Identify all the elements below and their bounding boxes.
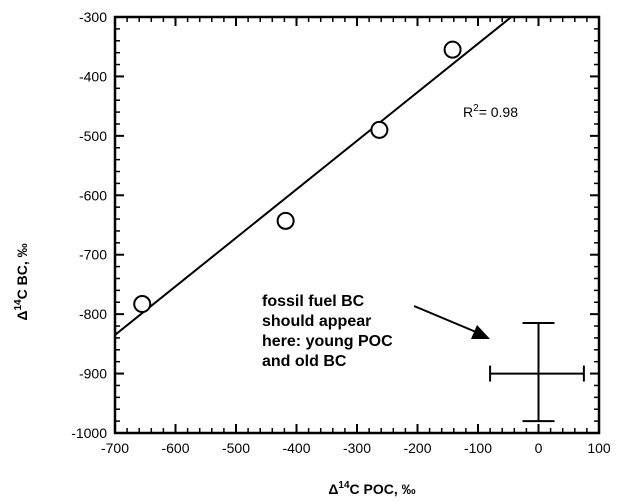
x-tick-label: -400 [282, 440, 310, 456]
annotation-line-2: should appear [262, 313, 371, 330]
tick-labels: -700 -600 -500 -400 -300 -200 -100 0 100-300-400… [71, 9, 611, 456]
y-axis-label: Δ14C BC, ‰ [13, 243, 30, 320]
axis-ticks [114, 16, 600, 434]
y-tick-label: -500 [79, 128, 107, 144]
y-tick-label: -400 [79, 68, 107, 84]
data-point [276, 211, 295, 230]
y-tick-label: -900 [79, 366, 107, 382]
y-tick-label: -1000 [71, 425, 107, 441]
y-tick-label: -300 [79, 9, 107, 25]
y-tick-label: -600 [79, 187, 107, 203]
x-axis-label: Δ14C POC, ‰ [328, 480, 415, 497]
x-tick-label: -100 [464, 440, 492, 456]
y-tick-label: -700 [79, 247, 107, 263]
annotation-arrow [413, 305, 490, 339]
annotation-line-4: and old BC [262, 353, 347, 370]
r-squared-label: R2= 0.98 [463, 103, 518, 120]
x-tick-label: -700 [101, 440, 129, 456]
data-point [370, 120, 389, 139]
x-tick-label: -500 [222, 440, 250, 456]
plot-frame [113, 15, 601, 435]
x-tick-label: 0 [535, 440, 543, 456]
x-tick-label: -300 [343, 440, 371, 456]
annotation-line-3: here: young POC [262, 333, 393, 350]
data-point [443, 40, 462, 59]
annotation-line-1: fossil fuel BC [262, 293, 365, 310]
chart-marks [114, 16, 585, 423]
data-point [133, 295, 152, 314]
y-tick-label: -800 [79, 306, 107, 322]
x-tick-label: 100 [587, 440, 611, 456]
x-tick-label: -600 [161, 440, 189, 456]
regression-line [114, 16, 512, 336]
x-tick-label: -200 [403, 440, 431, 456]
